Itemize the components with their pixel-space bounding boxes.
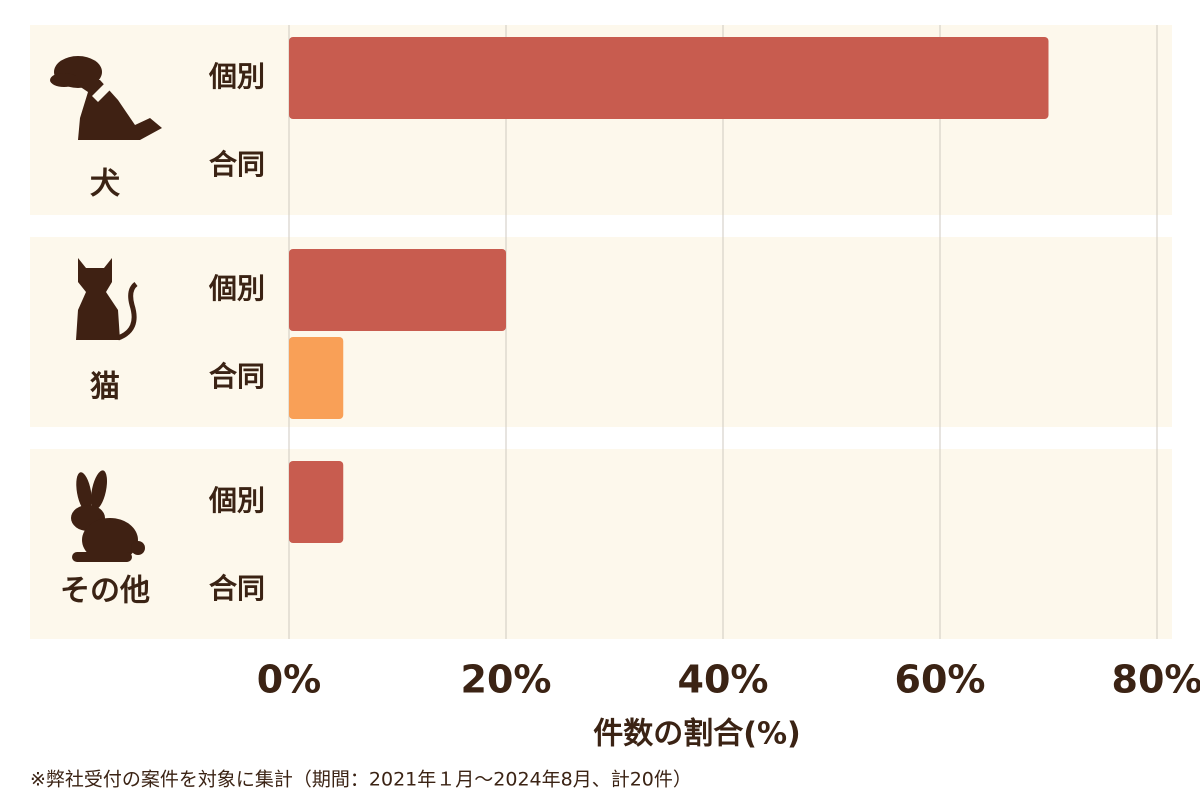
group-label: 猫 (90, 370, 120, 405)
group-panel (30, 449, 1172, 639)
x-tick-label: 60% (895, 658, 986, 702)
row-label: 個別 (208, 60, 265, 93)
row-label: 合同 (209, 572, 265, 605)
footnote: ※弊社受付の案件を対象に集計（期間：2021年１月～2024年8月、計20件） (30, 769, 692, 791)
x-tick-label: 0% (257, 658, 322, 702)
bar (289, 37, 1049, 119)
row-label: 個別 (208, 484, 265, 517)
x-tick-label: 80% (1112, 658, 1200, 702)
group-label: その他 (60, 574, 150, 609)
rabbit-icon (71, 470, 145, 562)
x-tick-label: 20% (461, 658, 552, 702)
dog-icon (50, 56, 162, 140)
group-panel (30, 237, 1172, 427)
row-label: 個別 (208, 272, 265, 305)
x-axis-title: 件数の割合(%) (593, 717, 800, 752)
group-label: 犬 (90, 167, 120, 202)
bars (289, 37, 1049, 543)
x-tick-label: 40% (678, 658, 769, 702)
bar (289, 249, 506, 331)
icons (50, 56, 162, 562)
bar (289, 461, 344, 543)
bar (289, 337, 344, 419)
cat-icon (76, 258, 138, 341)
row-label: 合同 (209, 148, 265, 181)
row-label: 合同 (209, 360, 265, 393)
